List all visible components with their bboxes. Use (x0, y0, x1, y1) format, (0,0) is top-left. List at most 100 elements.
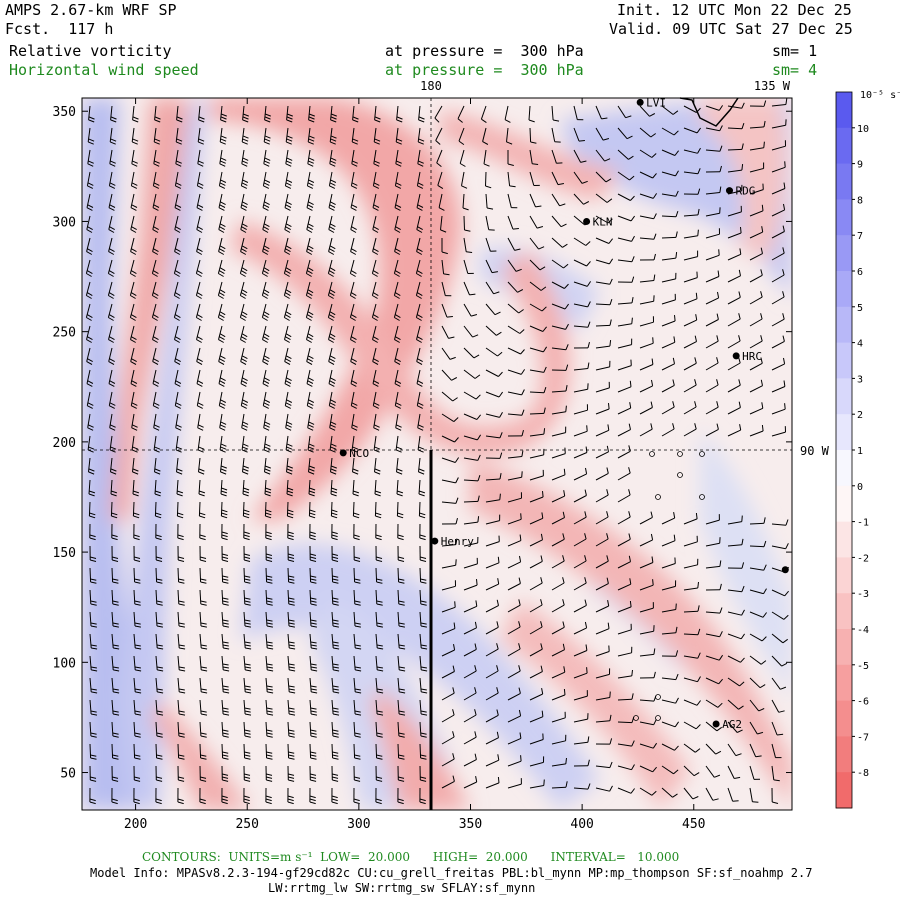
wind-barb-flag (396, 468, 403, 472)
wind-barb-flag (474, 753, 477, 760)
wind-barb (595, 560, 609, 569)
wind-barb (617, 193, 631, 201)
wind-barb-flag (110, 471, 117, 475)
wind-barb-flag (418, 160, 424, 164)
valid-time: Valid. 09 UTC Sat 27 Dec 25 (609, 20, 853, 38)
wind-barb-flag (738, 291, 741, 298)
wind-barb-flag (307, 185, 314, 189)
wind-barb-flag (399, 647, 406, 650)
wind-barb-flag (494, 311, 501, 316)
wind-barb-flag (332, 581, 339, 584)
wind-barb-flag (417, 163, 424, 167)
wind-barb-flag (562, 243, 568, 248)
wind-barb-flag (421, 669, 428, 672)
wind-barb-flag (174, 273, 180, 277)
wind-barb (394, 193, 399, 208)
wind-barb-flag (197, 336, 203, 341)
wind-barb-flag (351, 248, 357, 253)
wind-barb-flag (372, 273, 378, 277)
wind-barb-flag (87, 163, 94, 167)
wind-barb-flag (515, 268, 522, 272)
wind-barb-flag (88, 471, 95, 475)
wind-barb-flag (112, 581, 119, 584)
wind-barb (661, 215, 677, 218)
wind-barb-flag (376, 710, 383, 713)
wind-barb-flag (309, 798, 316, 802)
wind-barb-flag (695, 724, 701, 730)
wind-barb (133, 633, 136, 649)
wind-barb (617, 472, 631, 481)
wind-barb-flag (266, 735, 273, 738)
wind-barb-flag (329, 223, 336, 228)
wind-barb (639, 342, 654, 349)
wind-barb-flag (306, 339, 312, 343)
wind-barb (262, 215, 267, 230)
wind-barb (661, 320, 676, 327)
wind-barb-flag (532, 163, 539, 165)
wind-barb (174, 237, 179, 252)
wind-barb-flag (420, 559, 427, 562)
wind-barb-flag (785, 519, 789, 526)
wind-barb-flag (328, 314, 335, 319)
wind-barb-flag (263, 405, 269, 409)
wind-barb (749, 787, 753, 802)
wind-barb (617, 787, 632, 794)
wind-barb (551, 281, 565, 289)
wind-barb-flag (374, 141, 380, 145)
wind-barb-flag (675, 697, 679, 704)
wind-barb (262, 391, 267, 406)
wind-barb (507, 692, 521, 701)
wind-barb-flag (265, 509, 272, 513)
wind-barb (573, 127, 580, 142)
wind-barb-flag (420, 556, 427, 559)
wind-barb-flag (697, 581, 699, 589)
wind-barb (89, 743, 92, 759)
wind-barb (661, 193, 676, 197)
wind-barb (485, 605, 499, 613)
wind-barb (110, 457, 113, 472)
wind-barb (441, 758, 455, 767)
wind-barb-flag (242, 160, 248, 164)
wind-barb-flag (329, 336, 335, 341)
wind-barb (198, 105, 201, 120)
wind-barb-flag (309, 509, 316, 513)
wind-barb-flag (90, 757, 97, 760)
wind-barb (218, 171, 223, 186)
wind-barb-flag (133, 512, 140, 516)
wind-barb-flag (199, 801, 206, 805)
wind-barb (131, 127, 135, 142)
wind-barb-flag (108, 339, 114, 343)
wind-barb-flag (131, 449, 138, 453)
wind-barb-flag (330, 179, 337, 183)
wind-barb-flag (672, 401, 675, 408)
wind-barb-flag (178, 559, 185, 562)
wind-barb-flag (86, 229, 93, 233)
wind-barb (352, 105, 355, 120)
wind-barb-flag (540, 599, 543, 606)
wind-barb-flag (398, 666, 405, 669)
wind-barb-flag (199, 490, 206, 494)
wind-barb-flag (175, 358, 181, 363)
wind-barb-flag (262, 383, 269, 387)
wind-barb-flag (112, 732, 119, 735)
wind-barb-flag (373, 405, 379, 409)
wind-barb (351, 149, 355, 164)
wind-barb-flag (218, 317, 224, 321)
wind-barb (441, 281, 446, 296)
wind-barb (683, 256, 698, 261)
wind-barb-flag (376, 776, 383, 779)
wind-barb-flag (719, 583, 722, 590)
wind-barb-flag (178, 776, 185, 779)
wind-barb (86, 193, 91, 208)
wind-barb-flag (133, 534, 140, 538)
wind-barb (749, 589, 764, 595)
wind-barb-flag (719, 607, 723, 614)
wind-barb-flag (398, 710, 405, 713)
wind-barb (217, 303, 223, 318)
wind-barb-flag (265, 465, 271, 469)
wind-barb-flag (398, 644, 405, 647)
wind-barb-flag (608, 258, 614, 265)
colorbar-swatch (836, 629, 852, 666)
wind-barb-flag (285, 333, 292, 338)
